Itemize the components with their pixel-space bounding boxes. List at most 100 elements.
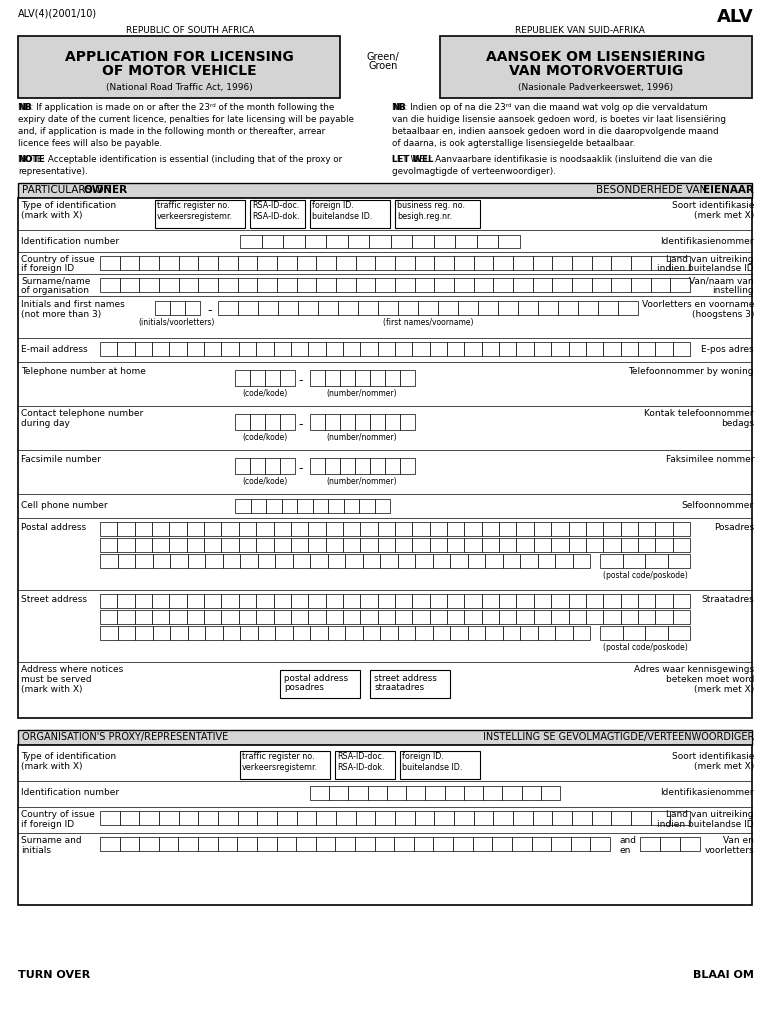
Bar xyxy=(296,811,316,825)
Bar xyxy=(671,811,690,825)
Bar xyxy=(385,458,400,474)
Bar xyxy=(328,499,343,513)
Bar xyxy=(359,499,374,513)
Bar xyxy=(668,626,690,640)
Text: street address: street address xyxy=(374,674,437,683)
Bar xyxy=(199,811,218,825)
Bar xyxy=(464,342,482,356)
Bar xyxy=(100,342,117,356)
Bar xyxy=(631,811,651,825)
Bar xyxy=(375,278,395,292)
Bar xyxy=(326,234,348,248)
Bar xyxy=(394,837,413,851)
Bar xyxy=(139,256,159,270)
Text: initials: initials xyxy=(21,846,51,855)
Bar xyxy=(571,837,591,851)
Text: instelling: instelling xyxy=(712,286,754,295)
Bar xyxy=(558,301,578,315)
Bar xyxy=(568,342,586,356)
Bar xyxy=(296,837,316,851)
Bar xyxy=(305,234,326,248)
Bar xyxy=(450,626,467,640)
Bar xyxy=(100,522,117,536)
Bar xyxy=(474,278,494,292)
Bar xyxy=(603,342,621,356)
Bar xyxy=(518,301,538,315)
Bar xyxy=(338,301,358,315)
Text: Groen: Groen xyxy=(368,61,397,71)
Bar xyxy=(100,256,119,270)
Bar xyxy=(621,522,638,536)
Bar xyxy=(325,458,340,474)
Bar xyxy=(552,256,572,270)
Bar xyxy=(235,458,250,474)
Bar xyxy=(651,256,671,270)
Bar xyxy=(239,522,256,536)
Bar xyxy=(425,786,444,800)
Bar xyxy=(282,499,297,513)
Text: (number/nommer): (number/nommer) xyxy=(326,477,397,486)
Bar xyxy=(18,745,752,905)
Bar xyxy=(343,522,360,536)
Bar xyxy=(370,458,385,474)
Bar xyxy=(159,278,179,292)
Bar xyxy=(187,610,204,624)
Bar xyxy=(100,837,119,851)
Text: TURN OVER: TURN OVER xyxy=(18,970,90,980)
Bar xyxy=(257,626,275,640)
Bar xyxy=(218,301,238,315)
Bar xyxy=(434,256,454,270)
Bar xyxy=(434,234,455,248)
Bar xyxy=(370,370,385,386)
Bar xyxy=(308,342,326,356)
Text: Voorletters en voorname: Voorletters en voorname xyxy=(641,300,754,309)
Bar xyxy=(551,342,568,356)
Text: (National Road Traffic Act, 1996): (National Road Traffic Act, 1996) xyxy=(105,83,253,92)
Bar xyxy=(117,522,135,536)
Bar xyxy=(222,522,239,536)
Bar xyxy=(257,278,277,292)
Bar xyxy=(326,610,343,624)
Text: indien buitelandse ID: indien buitelandse ID xyxy=(658,264,754,273)
Bar xyxy=(368,786,387,800)
Bar xyxy=(355,458,370,474)
Bar xyxy=(118,626,135,640)
Bar xyxy=(517,610,534,624)
Bar xyxy=(640,837,660,851)
Bar xyxy=(159,837,179,851)
Bar xyxy=(591,278,611,292)
Text: (number/nommer): (number/nommer) xyxy=(326,433,397,442)
Bar xyxy=(100,278,119,292)
Bar xyxy=(273,342,291,356)
Bar xyxy=(340,414,355,430)
Bar xyxy=(335,751,395,779)
Bar xyxy=(482,538,499,552)
Bar xyxy=(256,522,273,536)
Bar xyxy=(413,837,434,851)
Bar xyxy=(360,594,377,608)
Bar xyxy=(363,554,380,568)
Bar xyxy=(611,811,631,825)
Bar xyxy=(578,301,598,315)
Bar xyxy=(483,786,502,800)
Bar xyxy=(256,594,273,608)
Text: posadres: posadres xyxy=(284,683,324,692)
Bar xyxy=(517,342,534,356)
Bar xyxy=(568,538,586,552)
Bar xyxy=(179,811,199,825)
Bar xyxy=(378,301,398,315)
Text: Initials and first names: Initials and first names xyxy=(21,300,125,309)
Bar xyxy=(257,256,277,270)
Bar xyxy=(313,499,328,513)
Bar xyxy=(222,538,239,552)
Text: and: and xyxy=(620,836,637,845)
Bar xyxy=(482,342,499,356)
Bar xyxy=(139,811,159,825)
Bar xyxy=(326,538,343,552)
Text: Cell phone number: Cell phone number xyxy=(21,501,108,510)
Bar xyxy=(223,554,240,568)
Bar xyxy=(360,342,377,356)
Bar xyxy=(572,811,591,825)
Bar xyxy=(238,301,258,315)
Text: Facsimile number: Facsimile number xyxy=(21,455,101,464)
